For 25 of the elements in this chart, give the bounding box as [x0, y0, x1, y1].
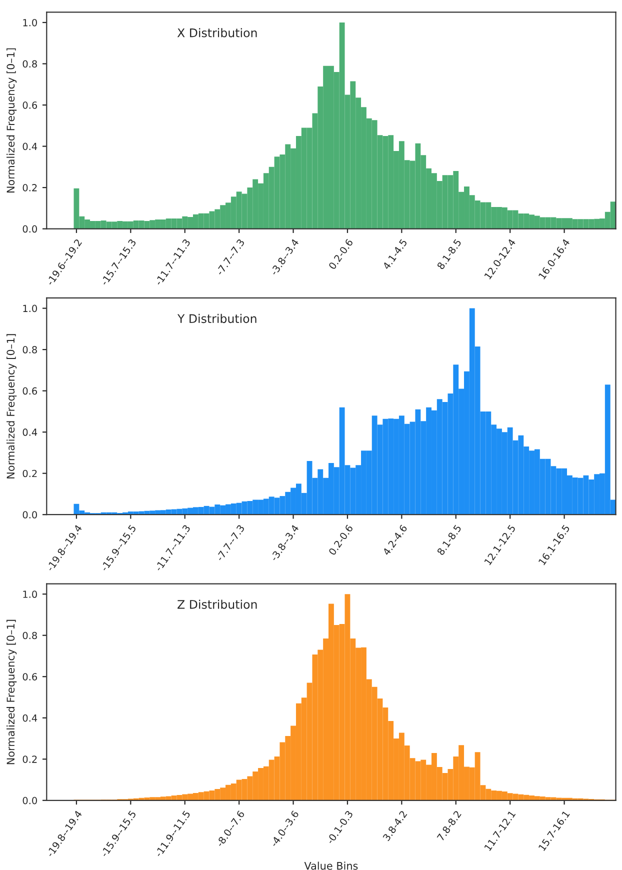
y-tick-label: 0.4 [22, 142, 38, 150]
y-tick-label: 0.6 [22, 387, 38, 395]
y-tick-label: 0.6 [22, 102, 38, 109]
y-tick-label: 0.2 [22, 470, 37, 478]
y-tick-label: 0.8 [22, 632, 37, 640]
y-axis-title: Normalized Frequency [0–1] [6, 48, 17, 193]
y-axis-title: Normalized Frequency [0–1] [6, 620, 17, 764]
y-tick-label: 0.2 [22, 184, 37, 192]
text: X Distribution [177, 28, 257, 38]
y-tick-label: 0.6 [22, 673, 38, 680]
y-tick-label: 0.8 [22, 346, 37, 354]
y-tick-label: 0.2 [22, 756, 37, 763]
text: Y Distribution [177, 314, 256, 324]
x-axis-title: Value Bins [304, 862, 358, 870]
y-tick-label: 0.0 [22, 796, 37, 804]
y-tick-label: 0.0 [22, 225, 37, 233]
y-tick-label: 1.0 [23, 18, 37, 26]
y-axis-title: Normalized Frequency [0–1] [6, 334, 17, 478]
y-tick-label: 0.0 [22, 511, 37, 518]
y-tick-label: 1.0 [23, 304, 37, 312]
y-tick-label: 0.4 [22, 714, 38, 722]
y-tick-label: 0.8 [22, 60, 37, 68]
text: Z Distribution [178, 600, 257, 609]
y-tick-label: 0.4 [22, 428, 38, 436]
y-tick-label: 1.0 [23, 590, 37, 598]
